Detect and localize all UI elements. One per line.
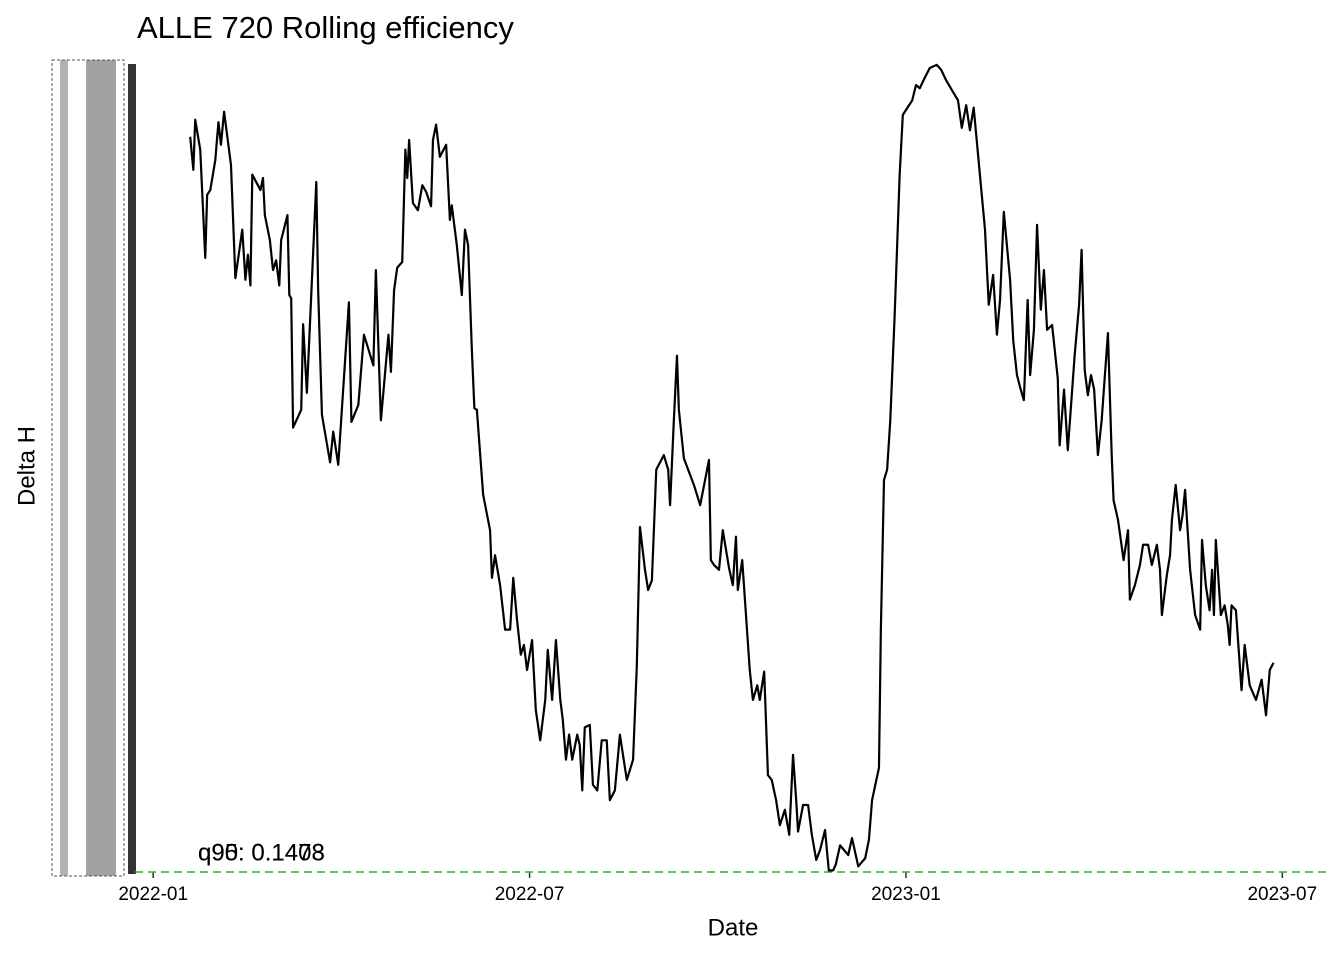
x-tick-label: 2022-07 bbox=[495, 884, 565, 905]
y-tick-marks bbox=[128, 64, 136, 874]
y-axis-label: Delta H bbox=[13, 426, 40, 506]
x-tick-label: 2023-01 bbox=[871, 884, 941, 905]
x-axis-label: Date bbox=[708, 914, 759, 941]
annotation: q95: 0.1403 bbox=[198, 839, 325, 866]
annotation: q90: 0.1478 bbox=[198, 839, 325, 866]
data-line bbox=[189, 63, 1275, 872]
overlapping-y-labels bbox=[60, 60, 68, 876]
x-tick-label: 2022-01 bbox=[118, 884, 188, 905]
overlapping-y-labels bbox=[86, 60, 116, 876]
x-tick-label: 2023-07 bbox=[1247, 884, 1317, 905]
y-axis-label-stack bbox=[51, 59, 136, 877]
chart-title: ALLE 720 Rolling efficiency bbox=[137, 10, 514, 45]
